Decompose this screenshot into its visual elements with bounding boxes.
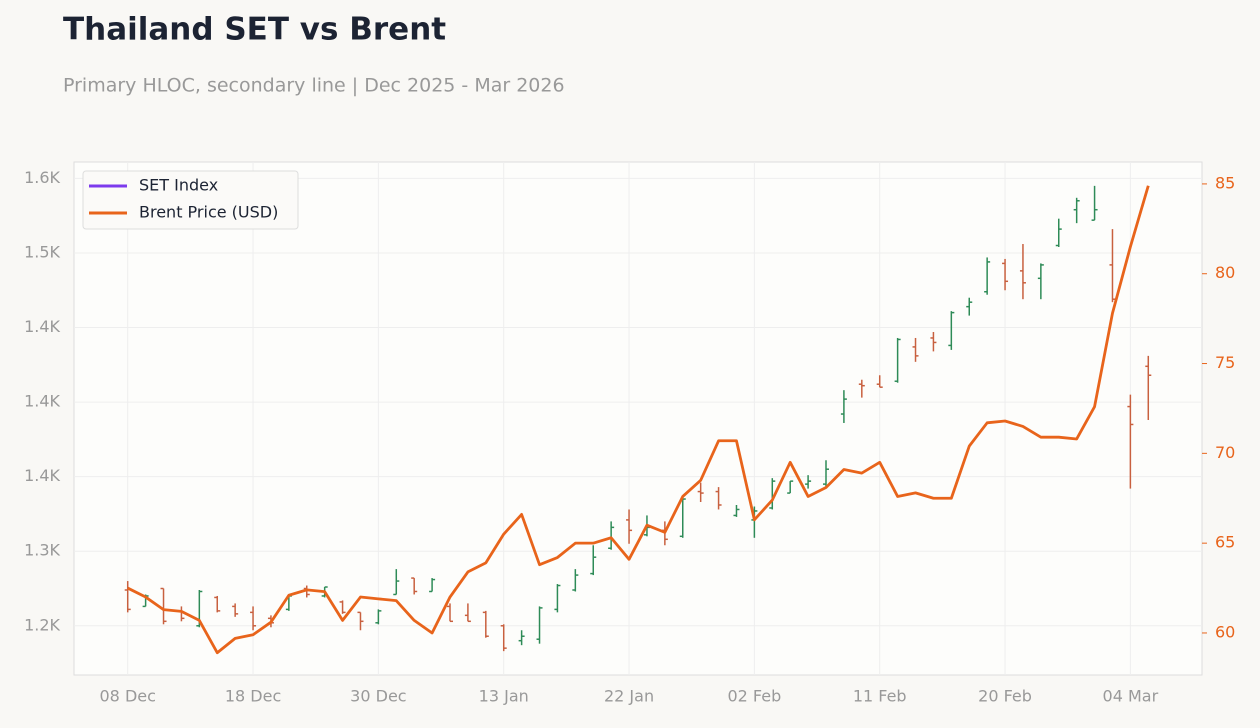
y2-tick-label: 80: [1215, 263, 1235, 282]
chart-title: Thailand SET vs Brent: [63, 12, 446, 48]
y2-tick-label: 60: [1215, 622, 1235, 641]
y2-tick-label: 65: [1215, 533, 1235, 552]
x-tick-label: 20 Feb: [978, 687, 1032, 706]
x-tick-label: 22 Jan: [604, 687, 654, 706]
x-tick-label: 08 Dec: [100, 687, 156, 706]
x-tick-label: 11 Feb: [853, 687, 907, 706]
y2-tick-label: 70: [1215, 443, 1235, 462]
y-tick-label: 1.4K: [24, 317, 60, 336]
y-tick-label: 1.5K: [24, 242, 60, 261]
y-tick-label: 1.3K: [24, 541, 60, 560]
legend-label: SET Index: [139, 176, 218, 195]
y2-tick-label: 85: [1215, 173, 1235, 192]
x-tick-label: 13 Jan: [479, 687, 529, 706]
y-tick-label: 1.4K: [24, 392, 60, 411]
y2-tick-label: 75: [1215, 353, 1235, 372]
x-tick-label: 02 Feb: [727, 687, 781, 706]
chart-subtitle: Primary HLOC, secondary line | Dec 2025 …: [63, 75, 565, 97]
y-tick-label: 1.2K: [24, 615, 60, 634]
x-tick-label: 04 Mar: [1103, 687, 1159, 706]
legend-box: [82, 170, 299, 230]
line-series: [127, 185, 1150, 655]
plot-area: [73, 161, 1203, 676]
x-tick-label: 18 Dec: [225, 687, 281, 706]
y-tick-label: 1.6K: [24, 168, 60, 187]
y-tick-label: 1.4K: [24, 466, 60, 485]
x-tick-label: 30 Dec: [350, 687, 406, 706]
legend-label: Brent Price (USD): [139, 203, 278, 222]
